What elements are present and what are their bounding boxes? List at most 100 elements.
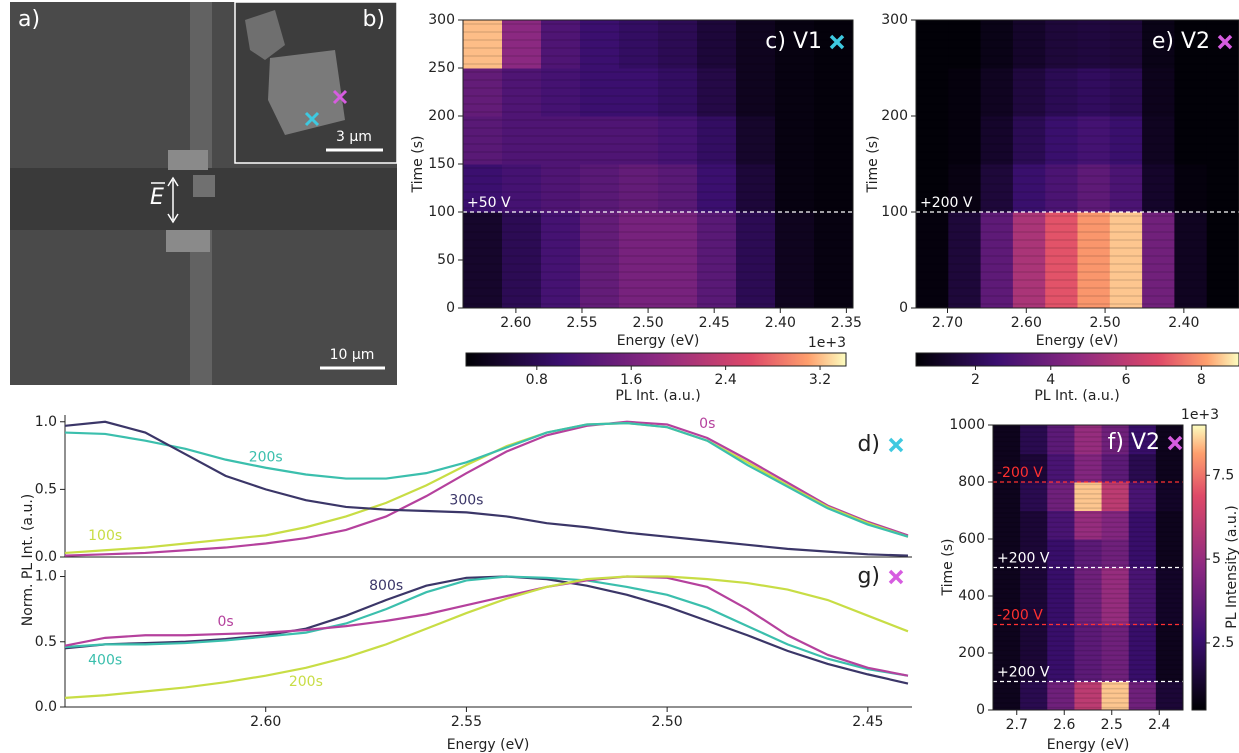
y-tick-label: 200 [958,645,985,661]
heatmap-cell [1206,164,1239,213]
heatmap-cell [1047,681,1075,711]
heatmap-cell [1155,453,1184,483]
panel-title: e) V2 [1152,29,1210,54]
x-tick-label: 2.40 [765,315,796,331]
heatmap-cell [541,68,581,117]
y-tick-label: 50 [437,252,455,268]
heatmap-cell [1155,567,1184,597]
heatmap-cell [1077,116,1111,165]
heatmap-cell [541,116,581,165]
heatmap-cell [736,116,776,165]
heatmap-cell [580,212,620,261]
heatmap-cell [993,539,1021,568]
heatmap-cell [1109,68,1143,117]
heatmap-cell [619,212,659,261]
heatmap-cell [1206,116,1239,165]
y-tick-label: 0 [446,300,455,316]
heatmap-cell [502,68,542,117]
heatmap-cell [541,164,581,213]
y-tick-label: 1.0 [35,569,57,585]
heatmap-cell [1109,260,1143,309]
heatmap-cell [1020,539,1048,568]
heatmap-cell [697,164,737,213]
annotation-label: +50 V [467,195,511,211]
colorbar-tick-label: 1.6 [620,372,642,388]
heatmap-cell [619,20,659,69]
heatmap-cell [580,116,620,165]
series-line [64,575,909,699]
y-tick-label: 0 [899,300,908,316]
heatmap-cell [814,164,854,213]
marker-cross [829,34,845,50]
x-axis-label: Energy (eV) [1036,333,1119,349]
heatmap-cell [1142,212,1175,261]
heatmap-cell [541,212,581,261]
heatmap-cell [1077,260,1111,309]
heatmap-cell [1101,482,1130,511]
x-tick-label: 2.50 [652,714,683,730]
y-axis-label: Time (s) [410,136,426,194]
heatmap-cell [916,20,949,69]
heatmap-cell [1020,624,1048,654]
heatmap-cell [619,68,659,117]
heatmap-cell [980,260,1014,309]
heatmap-cell [1020,567,1048,597]
heatmap-cell [1045,20,1078,69]
colorbar [915,352,1239,367]
heatmap-cell [1045,68,1078,117]
heatmap-cell [463,260,503,309]
heatmap-cell [1077,164,1111,213]
plot-frame [992,424,1184,711]
heatmap-cell [1109,212,1143,261]
heatmap-cell [916,116,949,165]
heatmap-cell [619,260,659,309]
heatmap-cell [980,68,1014,117]
heatmap-cell [736,68,776,117]
series-label: 200s [289,674,323,690]
series-line [64,575,909,685]
heatmap-cell [948,260,982,309]
series-label: 800s [369,578,403,594]
heatmap-cell [1074,453,1103,483]
series-line [64,420,909,557]
heatmap-cell [1155,482,1184,511]
heatmap-cell [916,68,949,117]
x-tick-label: 2.60 [500,315,531,331]
heatmap-cell [463,212,503,261]
heatmap-cell [1128,453,1157,483]
annotation-label: +200 V [997,665,1050,681]
heatmap-cell [980,20,1014,69]
heatmap-cell [658,20,698,69]
heatmap-cell [1045,212,1078,261]
colorbar-tick-label: 8 [1197,372,1206,388]
heatmap-cell [736,212,776,261]
colorbar-label: PL Intensity (a.u.) [1224,505,1239,628]
scale-bar-label: 3 µm [336,129,372,145]
heatmap-cell [1174,164,1208,213]
heatmap-cell [993,425,1021,454]
x-tick-label: 2.50 [1089,315,1120,331]
heatmap-cell [1128,653,1157,682]
heatmap-cell [1101,596,1130,625]
heatmap-cell [619,116,659,165]
heatmap-cell [1101,681,1130,711]
heatmap-cell [1206,68,1239,117]
heatmap-cell [993,510,1021,540]
y-tick-label: 600 [958,531,985,547]
panel-title: f) V2 [1108,430,1160,455]
marker-cross [1217,34,1233,50]
y-tick-label: 200 [881,108,908,124]
annotation-label: -200 V [997,465,1043,481]
heatmap-cell [1101,510,1130,540]
annotation-label: +200 V [997,551,1050,567]
y-tick-label: 1000 [949,417,985,433]
y-tick-label: 1.0 [35,414,57,430]
x-tick-label: 2.55 [566,315,597,331]
heatmap-cell [463,20,503,69]
y-axis-label: Time (s) [865,136,881,194]
heatmap-cell [1045,260,1078,309]
x-tick-label: 2.50 [632,315,663,331]
colorbar-exponent: 1e+3 [808,335,846,351]
heatmap-cell [1101,624,1130,654]
x-axis-label: Energy (eV) [617,333,700,349]
